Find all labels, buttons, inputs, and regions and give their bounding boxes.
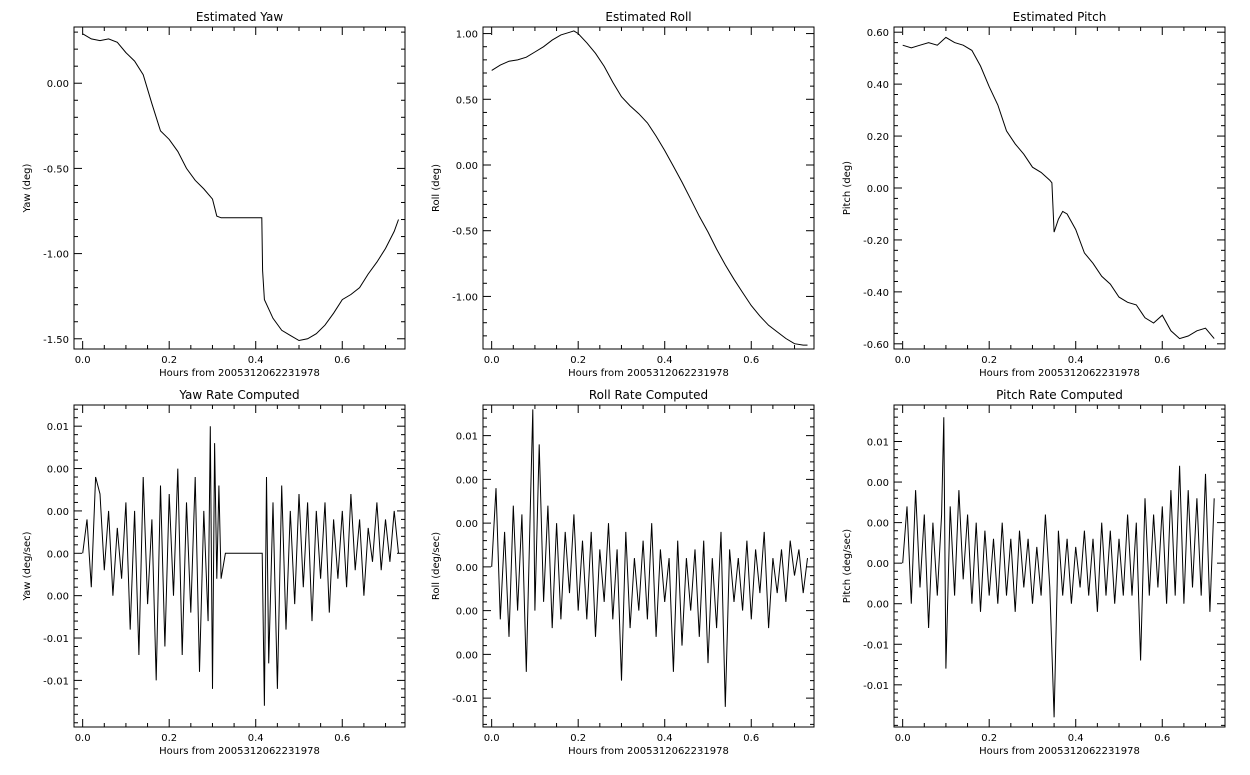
y-tick-label: -0.20 — [863, 236, 889, 247]
chart-panel-2: Estimated Roll 0.0 0.2 0.4 0.6 1.00 0.50 0.00 -0… — [431, 10, 815, 379]
y-tick-label: 0.00 — [47, 549, 69, 560]
y-axis-label: Yaw (deg) — [22, 163, 33, 213]
chart-panel-5: Roll Rate Computed 0.0 0.2 0.4 0.6 0.01 0.00 0.… — [431, 388, 815, 757]
x-tick-label: 0.4 — [657, 355, 673, 366]
y-tick-label: 0.00 — [867, 519, 889, 530]
x-axis-label: Hours from 2005312062231978 — [979, 746, 1140, 757]
y-tick-label: 0.00 — [456, 519, 478, 530]
x-tick-label: 0.6 — [334, 733, 350, 744]
y-tick-label: -0.60 — [863, 340, 889, 351]
x-tick-label: 0.2 — [570, 355, 586, 366]
x-tick-label: 0.0 — [895, 733, 911, 744]
chart-title: Pitch Rate Computed — [996, 388, 1123, 402]
y-tick-label: -0.01 — [452, 694, 478, 705]
x-axis-label: Hours from 2005312062231978 — [159, 746, 320, 757]
y-tick-label: 0.00 — [456, 475, 478, 486]
y-tick-label: 0.60 — [867, 28, 889, 39]
x-axis-label: Hours from 2005312062231978 — [159, 368, 320, 379]
x-tick-label: 0.2 — [981, 355, 997, 366]
x-tick-label: 0.6 — [1154, 355, 1170, 366]
x-axis-label: Hours from 2005312062231978 — [568, 746, 729, 757]
x-tick-label: 0.0 — [895, 355, 911, 366]
x-tick-label: 0.2 — [570, 733, 586, 744]
y-tick-label: 0.00 — [456, 650, 478, 661]
data-series-line — [902, 417, 1215, 718]
y-axis-label: Yaw (deg/sec) — [22, 531, 33, 601]
chart-title: Estimated Pitch — [1013, 10, 1107, 24]
x-tick-label: 0.4 — [248, 733, 264, 744]
chart-title: Roll Rate Computed — [589, 388, 708, 402]
y-axis-label: Pitch (deg) — [842, 161, 853, 215]
data-series-line — [82, 426, 399, 706]
chart-panel-3: Estimated Pitch 0.0 0.2 0.4 0.6 0.60 0.40 0.20 0… — [842, 10, 1226, 379]
chart-title: Estimated Roll — [605, 10, 691, 24]
y-tick-label: 0.00 — [867, 559, 889, 570]
chart-panel-6: Pitch Rate Computed 0.0 0.2 0.4 0.6 0.01 0.00 0… — [842, 388, 1226, 757]
y-tick-label: 0.20 — [867, 132, 889, 143]
y-tick-label: -0.50 — [43, 164, 69, 175]
data-series-line — [491, 30, 808, 346]
y-tick-label: 0.50 — [456, 95, 478, 106]
plot-frame — [482, 404, 815, 728]
x-tick-label: 0.6 — [743, 355, 759, 366]
x-tick-label: 0.6 — [743, 733, 759, 744]
chart-panel-1: Estimated Yaw 0.0 0.2 0.4 0.6 0.00 -0.50 -1.00 -… — [22, 10, 406, 379]
x-axis-label: Hours from 2005312062231978 — [568, 368, 729, 379]
y-tick-label: 0.01 — [47, 422, 69, 433]
y-axis-label: Roll (deg) — [431, 164, 442, 212]
data-series-line — [82, 33, 399, 342]
data-series-line — [491, 409, 808, 707]
y-axis-label: Roll (deg/sec) — [431, 532, 442, 600]
x-tick-label: 0.2 — [161, 355, 177, 366]
y-tick-label: 0.00 — [867, 478, 889, 489]
y-tick-label: 0.00 — [867, 600, 889, 611]
y-tick-label: -1.00 — [43, 250, 69, 261]
chart-title: Estimated Yaw — [196, 10, 283, 24]
y-tick-label: 0.40 — [867, 80, 889, 91]
y-tick-label: -0.01 — [43, 676, 69, 687]
x-tick-label: 0.2 — [161, 733, 177, 744]
x-tick-label: 0.0 — [75, 733, 91, 744]
y-tick-label: -0.01 — [863, 640, 889, 651]
y-tick-label: 0.00 — [47, 79, 69, 90]
y-tick-label: 0.01 — [867, 437, 889, 448]
x-tick-label: 0.6 — [334, 355, 350, 366]
y-tick-label: -0.01 — [43, 634, 69, 645]
x-tick-label: 0.4 — [1068, 733, 1084, 744]
data-series-line — [902, 36, 1215, 340]
chart-panel-4: Yaw Rate Computed 0.0 0.2 0.4 0.6 0.01 0.00 0.0… — [22, 388, 406, 757]
x-tick-label: 0.0 — [484, 733, 500, 744]
x-tick-label: 0.2 — [981, 733, 997, 744]
x-axis-label: Hours from 2005312062231978 — [979, 368, 1140, 379]
y-axis-label: Pitch (deg/sec) — [842, 529, 853, 604]
chart-title: Yaw Rate Computed — [178, 388, 299, 402]
y-tick-label: 0.00 — [456, 607, 478, 618]
y-tick-label: 0.00 — [47, 507, 69, 518]
y-tick-label: -1.00 — [452, 292, 478, 303]
plot-frame — [73, 26, 406, 350]
y-tick-label: -0.40 — [863, 288, 889, 299]
y-tick-label: 0.00 — [456, 161, 478, 172]
x-tick-label: 0.0 — [75, 355, 91, 366]
y-tick-label: -0.50 — [452, 227, 478, 238]
x-tick-label: 0.0 — [484, 355, 500, 366]
y-tick-label: 0.00 — [456, 563, 478, 574]
plot-frame — [482, 26, 815, 350]
plot-frame — [893, 404, 1226, 728]
y-tick-label: 0.00 — [47, 592, 69, 603]
y-tick-label: -1.50 — [43, 335, 69, 346]
y-tick-label: 0.01 — [456, 432, 478, 443]
y-tick-label: 0.00 — [867, 184, 889, 195]
plot-frame — [73, 404, 406, 728]
y-tick-label: -0.01 — [863, 681, 889, 692]
y-tick-label: 1.00 — [456, 30, 478, 41]
x-tick-label: 0.6 — [1154, 733, 1170, 744]
x-tick-label: 0.4 — [248, 355, 264, 366]
x-tick-label: 0.4 — [657, 733, 673, 744]
y-tick-label: 0.00 — [47, 465, 69, 476]
x-tick-label: 0.4 — [1068, 355, 1084, 366]
plot-frame — [893, 26, 1226, 350]
